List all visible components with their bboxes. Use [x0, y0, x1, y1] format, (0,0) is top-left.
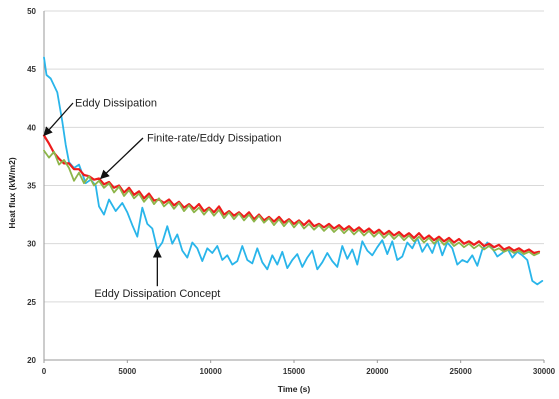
- series-line-eddy-dissipation-concept: [43, 56, 544, 286]
- series-line-finite-rate-eddy-dissipation: [43, 149, 540, 257]
- x-tick-label: 20000: [366, 367, 389, 376]
- data-series: [42, 56, 544, 286]
- x-tick-label: 10000: [200, 367, 223, 376]
- y-tick-label: 30: [27, 240, 36, 249]
- annotation-arrow: [100, 137, 144, 180]
- x-tick-label: 30000: [533, 367, 556, 376]
- y-tick-label: 40: [27, 123, 36, 132]
- x-tick-label: 0: [42, 367, 47, 376]
- series-line-eddy-dissipation: [42, 134, 541, 255]
- y-tick-label: 25: [27, 298, 36, 307]
- x-tick-label: 25000: [450, 367, 473, 376]
- x-axis-title: Time (s): [278, 384, 311, 394]
- y-tick-label: 45: [27, 65, 36, 74]
- x-tick-label: 15000: [283, 367, 306, 376]
- y-tick-label: 20: [27, 356, 36, 365]
- x-tick-label: 5000: [118, 367, 136, 376]
- y-tick-label: 50: [27, 7, 36, 16]
- annotations: Eddy Dissipation Finite-rate/Eddy Dissipa…: [43, 97, 282, 300]
- annotation-label: Eddy Dissipation: [75, 97, 157, 109]
- annotation-arrow: [43, 102, 74, 137]
- y-axis-title: Heat flux (kW/m2): [7, 157, 17, 228]
- y-tick-label: 35: [27, 182, 36, 191]
- tick-labels: 20 25 30 35 40 45 50 0 5000 10000 15000 20000 25000 3…: [27, 7, 556, 376]
- grid-lines: [43, 10, 545, 363]
- annotation-label: Eddy Dissipation Concept: [94, 288, 220, 300]
- annotation-label: Finite-rate/Eddy Dissipation: [147, 132, 282, 144]
